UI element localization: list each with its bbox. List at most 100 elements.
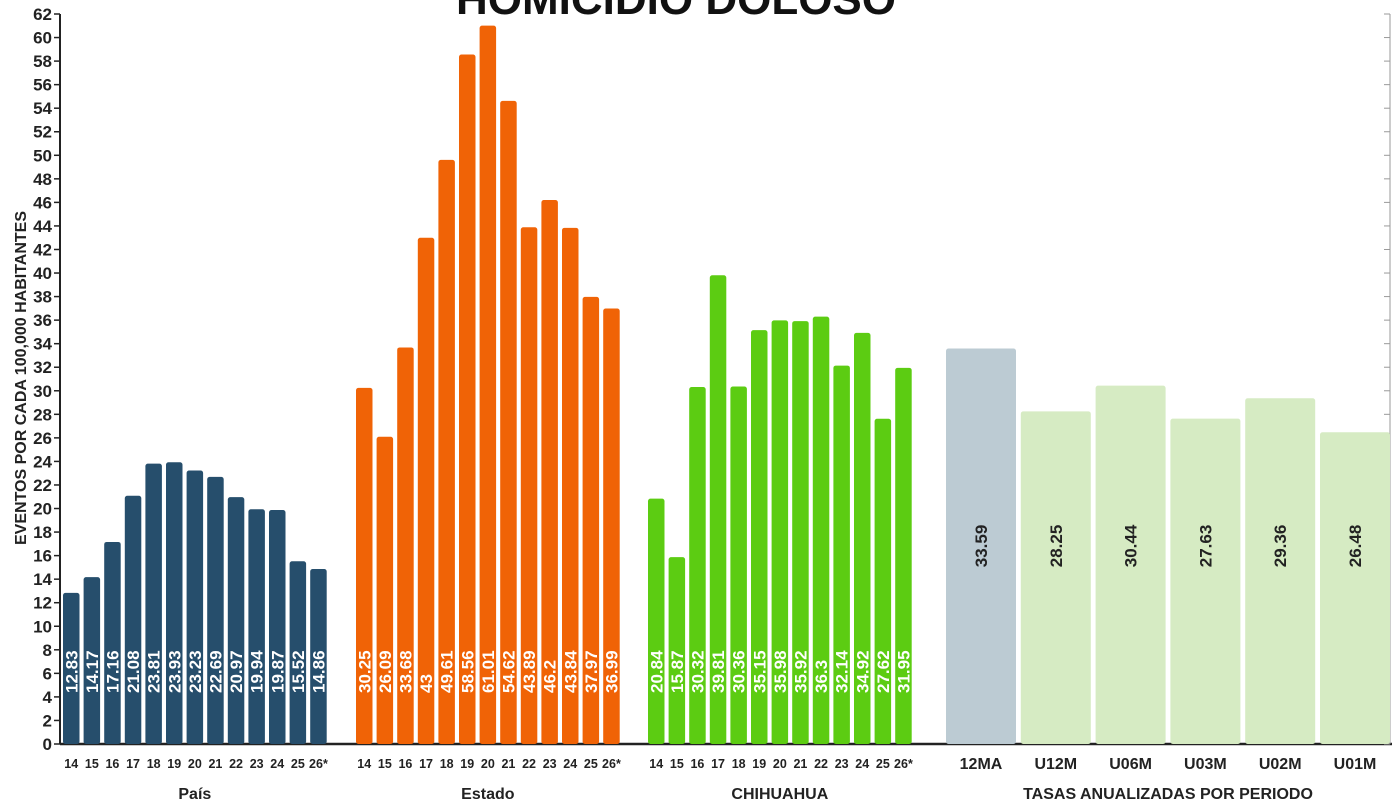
data-label: 12.83 [62,650,81,693]
data-label: 20.97 [227,650,246,693]
bar [730,386,747,744]
data-label: 20.84 [647,650,666,693]
y-tick-label: 16 [33,547,52,566]
bar [874,418,892,744]
data-label: 23.93 [165,650,184,693]
data-label: 27.63 [1196,525,1215,568]
bar [751,330,768,744]
data-label: 30.32 [688,650,707,693]
data-label: 35.98 [771,650,790,693]
y-tick-label: 54 [33,99,52,118]
bar [289,561,307,744]
group-label: CHIHUAHUA [731,786,828,803]
y-tick-label: 6 [43,664,52,683]
y-tick-label: 0 [43,735,52,754]
y-tick-label: 2 [43,711,52,730]
bar [500,100,517,744]
x-tick-label: 19 [460,757,474,771]
x-tick-label: U02M [1259,756,1302,773]
bar [854,332,871,744]
bar [459,54,476,744]
data-label: 43 [417,674,436,693]
x-tick-label: 22 [522,757,536,771]
bar [310,569,327,744]
x-tick-label: 20 [188,757,202,771]
y-tick-label: 18 [33,523,52,542]
bars [63,25,1390,745]
x-tick-label: 26* [602,757,621,771]
bar [648,498,665,744]
bar [166,462,183,744]
y-tick-label: 48 [33,170,52,189]
bar [520,227,538,744]
data-label: 61.01 [479,650,498,693]
y-tick-label: 46 [33,193,52,212]
y-tick-label: 56 [33,76,52,95]
y-tick-label: 36 [33,311,52,330]
data-label: 37.97 [582,650,601,693]
data-label: 23.81 [145,650,164,693]
data-label: 19.94 [248,650,267,693]
data-label: 32.14 [833,650,852,693]
y-tick-label: 10 [33,617,52,636]
y-axis-label: EVENTOS POR CADA 100,000 HABITANTES [13,211,30,545]
data-label: 30.25 [355,650,374,693]
bar [709,275,727,744]
x-tick-label: 15 [670,757,684,771]
bar [541,200,558,745]
x-tick-label: 12MA [960,756,1003,773]
y-tick-label: 12 [33,594,52,613]
data-label: 26.48 [1346,525,1365,568]
x-tick-label: 18 [147,757,161,771]
x-tick-label: 20 [481,757,495,771]
x-tick-label: 14 [357,757,371,771]
y-tick-label: 14 [33,570,52,589]
bar [1170,418,1241,744]
x-tick-label: 16 [398,757,412,771]
data-label: 19.87 [268,650,287,693]
x-tick-label: 24 [270,757,284,771]
x-tick-label: 19 [167,757,181,771]
y-axis: 0246810121416182022242628303234363840424… [33,5,1390,754]
data-label: 29.36 [1271,525,1290,568]
y-tick-label: 30 [33,382,52,401]
data-label: 14.17 [83,650,102,693]
y-tick-label: 40 [33,264,52,283]
bar [438,159,455,744]
x-tick-label: 19 [752,757,766,771]
bar [227,497,245,744]
x-tick-label: 25 [291,757,305,771]
y-tick-label: 32 [33,358,52,377]
x-tick-label: 18 [732,757,746,771]
bar [562,227,579,745]
bar [582,296,600,744]
x-tick-label: 14 [649,757,663,771]
data-label: 39.81 [709,650,728,693]
y-tick-label: 50 [33,146,52,165]
y-tick-label: 60 [33,29,52,48]
data-label: 58.56 [458,650,477,693]
x-tick-label: U01M [1334,756,1377,773]
bar [833,365,850,744]
x-tick-label: 17 [419,757,433,771]
bar [145,463,162,744]
x-tick-label: 26* [309,757,328,771]
bar [356,387,373,744]
x-tick-label: 17 [126,757,140,771]
group-label: País [178,786,211,803]
data-label: 27.62 [874,650,893,693]
bar [104,541,121,744]
bar [603,308,620,744]
data-label: 43.89 [520,650,539,693]
data-label: 30.44 [1122,524,1141,567]
bar [63,592,80,744]
data-label: 17.16 [103,650,122,693]
data-label: 23.23 [186,650,205,693]
bar [1320,432,1390,744]
y-tick-label: 28 [33,405,52,424]
x-tick-label: 16 [690,757,704,771]
data-label: 36.99 [602,650,621,693]
y-tick-label: 26 [33,429,52,448]
bar [417,237,435,745]
bar [895,367,912,744]
